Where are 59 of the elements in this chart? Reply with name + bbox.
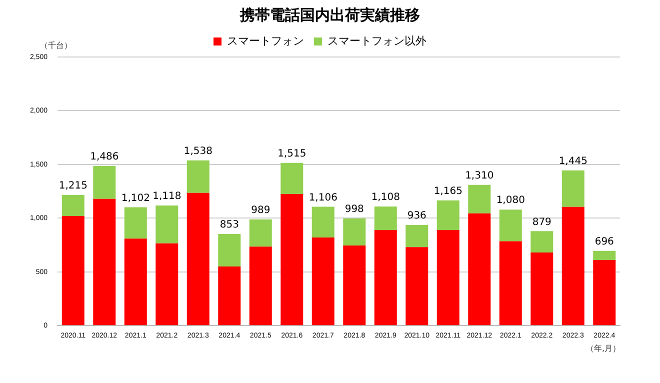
total-label: 998: [344, 204, 364, 215]
total-label: 936: [407, 210, 426, 222]
bar: [343, 218, 366, 246]
bar: [468, 213, 491, 326]
legend-label: スマートフォン以外: [328, 34, 426, 48]
bar: [186, 192, 210, 326]
bar: [62, 216, 84, 326]
bar: [593, 250, 616, 260]
total-label: 1,486: [90, 152, 119, 163]
bar: [93, 198, 116, 326]
bar: [530, 231, 554, 253]
bar: [62, 195, 84, 216]
bar: [499, 210, 522, 242]
bar: [374, 206, 397, 230]
bar: [562, 206, 584, 326]
total-label: 1,080: [496, 195, 525, 206]
bar: [593, 260, 616, 326]
bar: [530, 252, 554, 326]
bar: [249, 246, 272, 326]
total-label: 1,118: [152, 191, 182, 202]
chart-title: 携帯電話国内出荷実績推移: [238, 6, 421, 25]
bar: [156, 243, 178, 326]
bar: [406, 225, 428, 248]
bar: [499, 241, 522, 326]
total-label: 1,215: [58, 180, 88, 192]
bar: [468, 184, 491, 214]
x-axis-title: （年,月）: [586, 343, 621, 354]
bar: [374, 230, 397, 326]
bar: [406, 247, 428, 326]
total-label: 696: [594, 236, 614, 248]
bar: [218, 266, 241, 326]
bar: [562, 170, 584, 207]
total-label: 853: [220, 220, 239, 231]
bar: [124, 238, 147, 326]
total-label: 1,538: [184, 146, 212, 157]
total-label: 1,310: [465, 170, 494, 182]
total-label: 1,445: [558, 156, 588, 167]
total-label: 1,165: [434, 186, 462, 198]
legend-label: スマートフォン: [227, 36, 304, 48]
bar: [186, 160, 210, 193]
bar: [343, 246, 366, 326]
y-axis-title: （千台）: [40, 40, 72, 51]
bar: [218, 234, 241, 267]
total-label: 879: [532, 216, 552, 228]
bar: [436, 230, 460, 326]
total-label: 1,108: [371, 192, 400, 204]
bar: [436, 200, 460, 230]
bar: [312, 206, 334, 238]
bar: [280, 162, 304, 194]
total-label: 1,102: [121, 192, 150, 204]
total-label: 989: [251, 204, 270, 216]
bar: [280, 194, 304, 326]
total-label: 1,106: [308, 192, 338, 204]
bar: [249, 219, 272, 247]
total-label: 1,515: [278, 148, 306, 160]
bar: [312, 238, 334, 326]
bar: [124, 207, 147, 239]
bar: [93, 166, 116, 199]
bar: [156, 205, 178, 244]
